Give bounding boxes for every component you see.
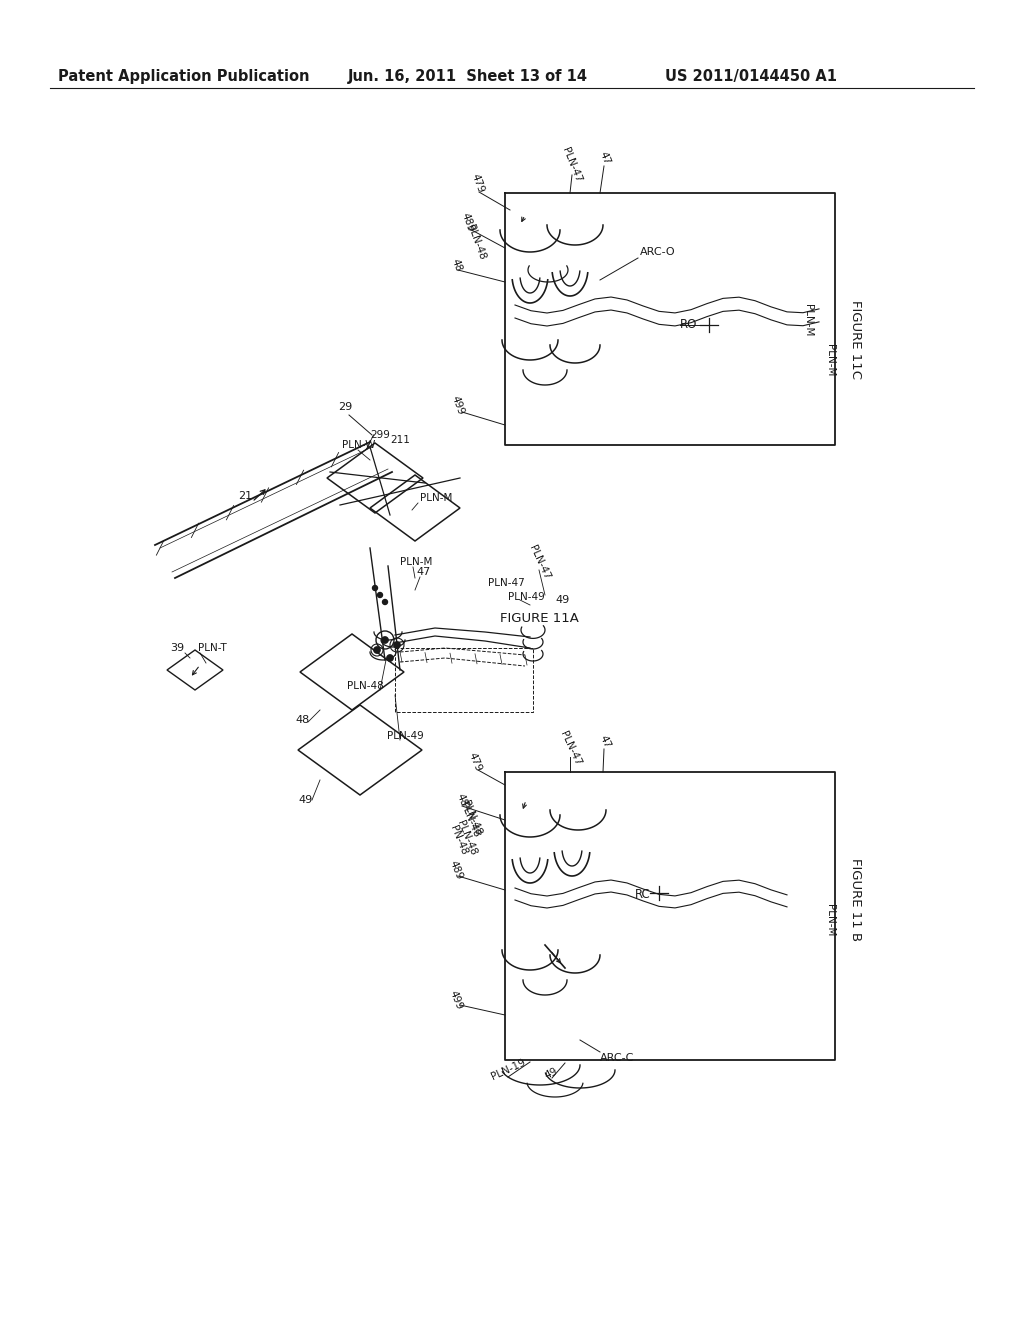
Text: ARC-C: ARC-C xyxy=(600,1053,635,1063)
Text: PLN-M: PLN-M xyxy=(400,557,432,568)
Text: 211: 211 xyxy=(390,436,410,445)
Text: RO: RO xyxy=(680,318,697,331)
Text: ARC-O: ARC-O xyxy=(640,247,676,257)
Text: 49: 49 xyxy=(555,595,569,605)
Text: PLN-48: PLN-48 xyxy=(460,799,483,837)
Circle shape xyxy=(374,647,381,653)
Text: 21: 21 xyxy=(238,491,252,502)
Text: PLN-W: PLN-W xyxy=(342,440,376,450)
Text: 489: 489 xyxy=(460,211,476,234)
Text: PLN-48: PLN-48 xyxy=(465,223,487,261)
Text: PLN-48: PLN-48 xyxy=(458,801,481,840)
Circle shape xyxy=(393,642,400,648)
Text: PLN-M: PLN-M xyxy=(825,343,835,376)
Text: RC: RC xyxy=(635,888,650,902)
Text: FIGURE 11C: FIGURE 11C xyxy=(849,301,861,380)
Text: Patent Application Publication: Patent Application Publication xyxy=(58,69,309,83)
Text: PLN-47: PLN-47 xyxy=(488,578,524,587)
Text: 47: 47 xyxy=(598,734,612,750)
Text: PLN-48: PLN-48 xyxy=(455,820,478,857)
Text: 47: 47 xyxy=(598,150,612,166)
Text: PLN-47: PLN-47 xyxy=(558,729,583,767)
Text: PLN-47: PLN-47 xyxy=(527,544,552,581)
Text: 48: 48 xyxy=(450,257,464,273)
Text: PN-48: PN-48 xyxy=(449,824,469,857)
Text: 299: 299 xyxy=(370,430,390,440)
Circle shape xyxy=(383,599,387,605)
Text: 479: 479 xyxy=(467,751,483,774)
Text: PLN-47: PLN-47 xyxy=(560,147,583,183)
Text: 499: 499 xyxy=(449,989,465,1011)
Text: 489: 489 xyxy=(449,859,465,880)
Text: 39: 39 xyxy=(170,643,184,653)
Text: FIGURE 11A: FIGURE 11A xyxy=(500,611,579,624)
Text: 29: 29 xyxy=(338,403,352,412)
Text: 479: 479 xyxy=(470,172,486,194)
Text: US 2011/0144450 A1: US 2011/0144450 A1 xyxy=(665,69,837,83)
Text: 49: 49 xyxy=(298,795,312,805)
Text: PLN-M: PLN-M xyxy=(420,492,453,503)
Text: Jun. 16, 2011  Sheet 13 of 14: Jun. 16, 2011 Sheet 13 of 14 xyxy=(348,69,588,83)
Circle shape xyxy=(378,593,383,598)
Text: FIGURE 11 B: FIGURE 11 B xyxy=(849,858,861,941)
Text: 48: 48 xyxy=(455,792,469,808)
Text: PLN-M: PLN-M xyxy=(803,304,813,337)
Text: PLN-48: PLN-48 xyxy=(347,681,384,690)
Text: 48: 48 xyxy=(295,715,309,725)
Circle shape xyxy=(386,655,393,661)
Text: PLN-49: PLN-49 xyxy=(387,731,424,741)
Text: 49: 49 xyxy=(543,1065,559,1080)
Text: 47: 47 xyxy=(416,568,430,577)
Circle shape xyxy=(382,636,388,644)
Text: PLN-M: PLN-M xyxy=(825,904,835,936)
Text: PLN-49: PLN-49 xyxy=(508,591,545,602)
Text: PLN-T: PLN-T xyxy=(198,643,226,653)
Text: 499: 499 xyxy=(450,393,466,416)
Text: PLN-19: PLN-19 xyxy=(490,1057,527,1082)
Circle shape xyxy=(373,586,378,590)
